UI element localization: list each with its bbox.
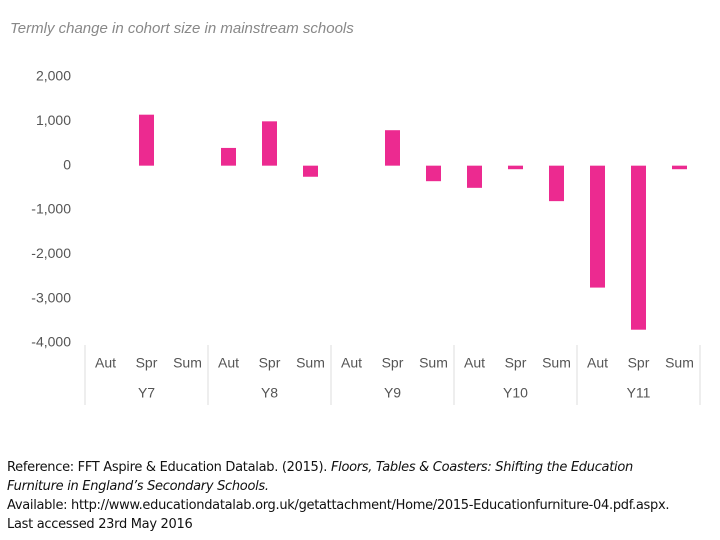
bar xyxy=(221,147,236,166)
bar xyxy=(262,121,277,166)
y-tick-label: -3,000 xyxy=(31,289,71,305)
bar xyxy=(303,165,318,177)
y-tick-label: -2,000 xyxy=(31,245,71,261)
group-label: Y7 xyxy=(138,385,155,401)
x-tick-label: Aut xyxy=(218,355,239,371)
reference-accessed: Last accessed 23rd May 2016 xyxy=(7,517,193,532)
y-tick-label: 2,000 xyxy=(36,68,71,84)
x-tick-label: Aut xyxy=(464,355,485,371)
bar xyxy=(508,165,523,170)
y-tick-label: -1,000 xyxy=(31,201,71,217)
bar xyxy=(385,130,400,166)
bar xyxy=(590,165,605,288)
bar xyxy=(426,165,441,182)
x-tick-label: Aut xyxy=(587,355,608,371)
bar xyxy=(549,165,564,202)
group-label: Y11 xyxy=(627,385,651,401)
x-tick-label: Spr xyxy=(505,355,527,371)
x-tick-label: Spr xyxy=(382,355,404,371)
reference-prefix: Reference: FFT Aspire & Education Datala… xyxy=(7,460,331,475)
y-tick-label: 1,000 xyxy=(36,112,71,128)
group-label: Y10 xyxy=(503,385,528,401)
x-tick-label: Aut xyxy=(341,355,362,371)
reference-line: Furniture in England’s Secondary Schools… xyxy=(7,477,717,496)
bar xyxy=(631,165,646,330)
x-tick-label: Sum xyxy=(665,355,694,371)
reference-title: Floors, Tables & Coasters: Shifting the … xyxy=(330,460,633,475)
x-tick-label: Spr xyxy=(259,355,281,371)
group-label: Y8 xyxy=(261,385,278,401)
group-label: Y9 xyxy=(384,385,401,401)
reference-title: Furniture in England’s Secondary Schools… xyxy=(7,479,269,494)
bar xyxy=(467,165,482,188)
x-tick-label: Spr xyxy=(136,355,158,371)
bar xyxy=(139,114,154,166)
y-tick-label: 0 xyxy=(63,156,71,172)
chart: Termly change in cohort size in mainstre… xyxy=(10,20,701,405)
x-tick-label: Spr xyxy=(628,355,650,371)
reference-available: Available: http://www.educationdatalab.o… xyxy=(7,498,670,513)
x-tick-label: Sum xyxy=(296,355,325,371)
x-tick-label: Sum xyxy=(173,355,202,371)
x-tick-label: Sum xyxy=(419,355,448,371)
reference-line: Reference: FFT Aspire & Education Datala… xyxy=(7,458,717,477)
y-tick-label: -4,000 xyxy=(31,334,71,350)
bar xyxy=(672,165,687,170)
x-tick-label: Sum xyxy=(542,355,571,371)
reference: Reference: FFT Aspire & Education Datala… xyxy=(7,458,717,534)
chart-title: Termly change in cohort size in mainstre… xyxy=(10,20,354,37)
x-tick-label: Aut xyxy=(95,355,116,371)
